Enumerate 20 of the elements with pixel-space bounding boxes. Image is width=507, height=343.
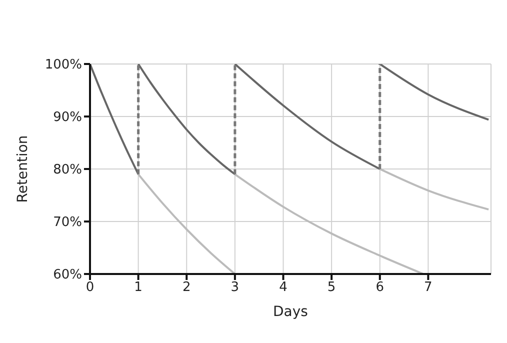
y-tick-label: 100% (44, 58, 82, 73)
x-tick-label: 3 (230, 280, 240, 296)
x-tick-label: 2 (182, 280, 191, 296)
x-tick-label: 4 (279, 280, 288, 296)
y-tick-label: 90% (53, 110, 82, 126)
y-tick-label: 70% (53, 215, 82, 230)
x-tick-label: 7 (424, 280, 432, 296)
line-series (234, 173, 424, 274)
x-tick-label: 0 (86, 280, 94, 296)
x-axis-title: Days (273, 304, 308, 320)
y-tick-label: 80% (53, 162, 82, 178)
x-tick-label: 1 (134, 280, 142, 296)
x-tick-label: 6 (376, 280, 384, 296)
line-series (137, 64, 236, 176)
x-tick-label: 5 (327, 280, 336, 296)
y-tick-label: 60% (53, 268, 82, 283)
line-series (137, 173, 236, 274)
line-series (234, 64, 381, 170)
y-axis-title: Retention (14, 135, 31, 203)
line-series (90, 64, 140, 176)
